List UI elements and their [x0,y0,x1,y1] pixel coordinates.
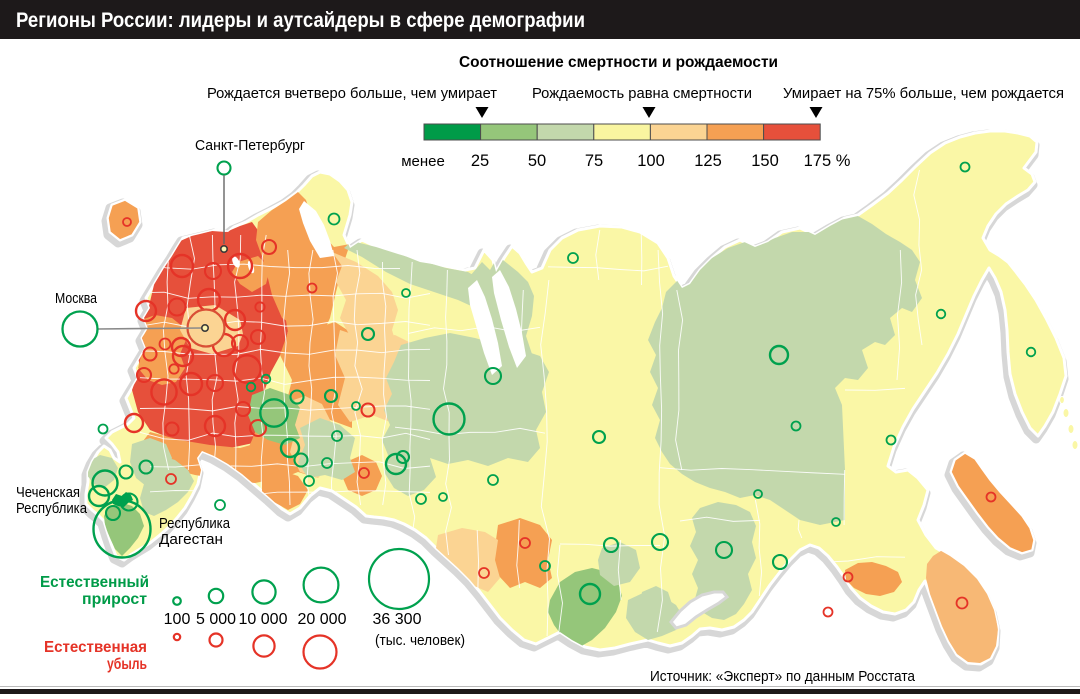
svg-text:Чеченская: Чеченская [16,485,80,501]
svg-text:(тыс. человек): (тыс. человек) [375,633,465,649]
svg-text:Дагестан: Дагестан [159,532,223,548]
svg-text:75: 75 [585,152,603,170]
svg-text:36 300: 36 300 [373,611,422,628]
svg-text:150: 150 [751,152,779,170]
svg-text:Республика: Республика [159,516,231,532]
svg-text:100: 100 [637,152,665,170]
svg-text:5 000: 5 000 [196,611,236,628]
svg-text:Рождается вчетверо больше, чем: Рождается вчетверо больше, чем умирает [207,86,497,102]
svg-text:25: 25 [471,152,489,170]
svg-text:100: 100 [164,611,191,628]
svg-text:Москва: Москва [55,291,98,307]
svg-text:Источник: «Эксперт» по данным: Источник: «Эксперт» по данным Росстата [650,669,916,685]
svg-text:Рождаемость равна смертности: Рождаемость равна смертности [532,86,752,102]
svg-text:Соотношение смертности и рожда: Соотношение смертности и рождаемости [459,54,778,71]
svg-text:125: 125 [694,152,722,170]
svg-text:Умирает на 75% больше, чем рож: Умирает на 75% больше, чем рождается [783,86,1064,102]
svg-text:Республика: Республика [16,501,88,517]
svg-text:20 000: 20 000 [298,611,347,628]
svg-text:Естественный: Естественный [40,574,149,591]
svg-text:убыль: убыль [107,656,147,673]
svg-text:175 %: 175 % [804,152,851,170]
svg-text:прирост: прирост [82,591,147,608]
svg-text:10 000: 10 000 [239,611,288,628]
svg-text:Санкт-Петербург: Санкт-Петербург [195,138,305,154]
svg-text:50: 50 [528,152,546,170]
svg-text:Регионы России: лидеры и аутса: Регионы России: лидеры и аутсайдеры в сф… [16,9,585,32]
svg-text:менее: менее [401,153,445,170]
svg-text:Естественная: Естественная [44,639,147,656]
